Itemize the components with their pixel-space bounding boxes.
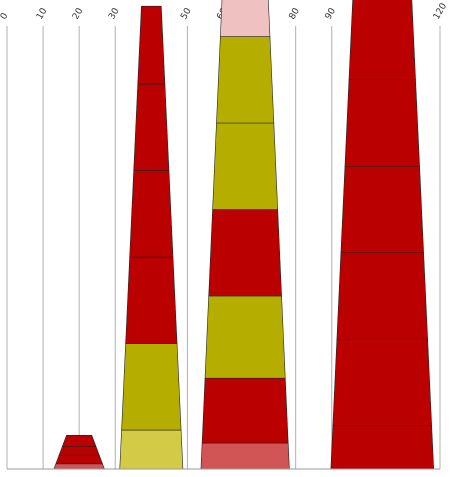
pyramid-4	[330, 0, 434, 470]
pyramid-3-segment-3	[204, 295, 286, 379]
x-tick-label: 80	[288, 6, 303, 21]
pyramid-3-segment-6	[216, 36, 275, 124]
pyramid-4-segment-5	[344, 79, 420, 167]
pyramid-2-segment-6	[137, 5, 166, 85]
pyramid-3-segment-1	[200, 442, 290, 470]
pyramid-1	[53, 434, 105, 470]
pyramid-2-segment-5	[133, 83, 170, 171]
pyramid-1-segment-3	[58, 446, 100, 456]
x-tick-label: 120	[432, 1, 449, 21]
pyramid-2-segment-2	[121, 343, 182, 431]
x-tick-label: 10	[35, 6, 50, 21]
x-tick-label: 0	[0, 11, 11, 21]
pyramid-3-segment-5	[212, 122, 279, 210]
pyramid-2-segment-4	[129, 170, 174, 258]
pyramid-2	[119, 5, 184, 470]
pyramid-1-segment-1	[53, 463, 105, 470]
pyramids	[53, 0, 434, 470]
pyramid-2-segment-1	[119, 429, 184, 470]
pyramid-3-segment-4	[208, 209, 282, 297]
pyramid-4-segment-4	[340, 165, 424, 254]
x-tick-label: 30	[107, 6, 122, 21]
pyramid-1-segment-4	[61, 434, 97, 447]
pyramid-3-segment-2	[201, 377, 289, 444]
pyramid-4-segment-3	[336, 252, 428, 340]
pyramid-3-segment-7	[220, 0, 271, 37]
x-tick-label: 90	[324, 6, 339, 21]
x-tick-label: 50	[179, 6, 194, 21]
pyramid-4-segment-1	[330, 425, 434, 470]
x-tick-label: 20	[71, 6, 86, 21]
pyramid-3	[200, 0, 290, 470]
pyramid-2-segment-3	[125, 256, 178, 344]
pyramid-4-segment-6	[348, 0, 416, 81]
pyramid-4-segment-2	[332, 338, 432, 427]
pyramid-1-segment-2	[55, 454, 103, 465]
